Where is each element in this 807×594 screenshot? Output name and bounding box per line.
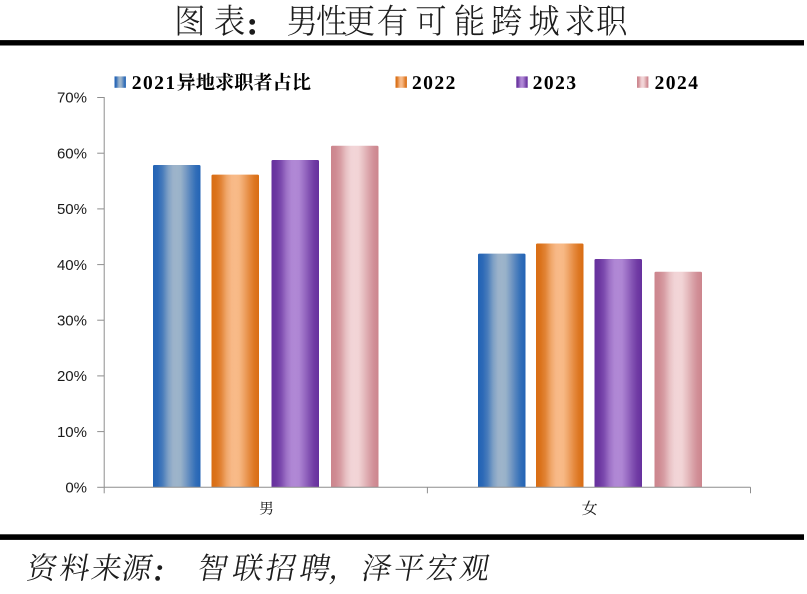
svg-text:30%: 30% <box>57 312 87 329</box>
svg-text:70%: 70% <box>57 90 87 107</box>
svg-text:50%: 50% <box>57 201 87 218</box>
svg-text:40%: 40% <box>57 257 87 274</box>
svg-text:0%: 0% <box>65 480 87 497</box>
svg-text:60%: 60% <box>57 145 87 162</box>
svg-text:20%: 20% <box>57 368 87 385</box>
svg-text:10%: 10% <box>57 424 87 441</box>
